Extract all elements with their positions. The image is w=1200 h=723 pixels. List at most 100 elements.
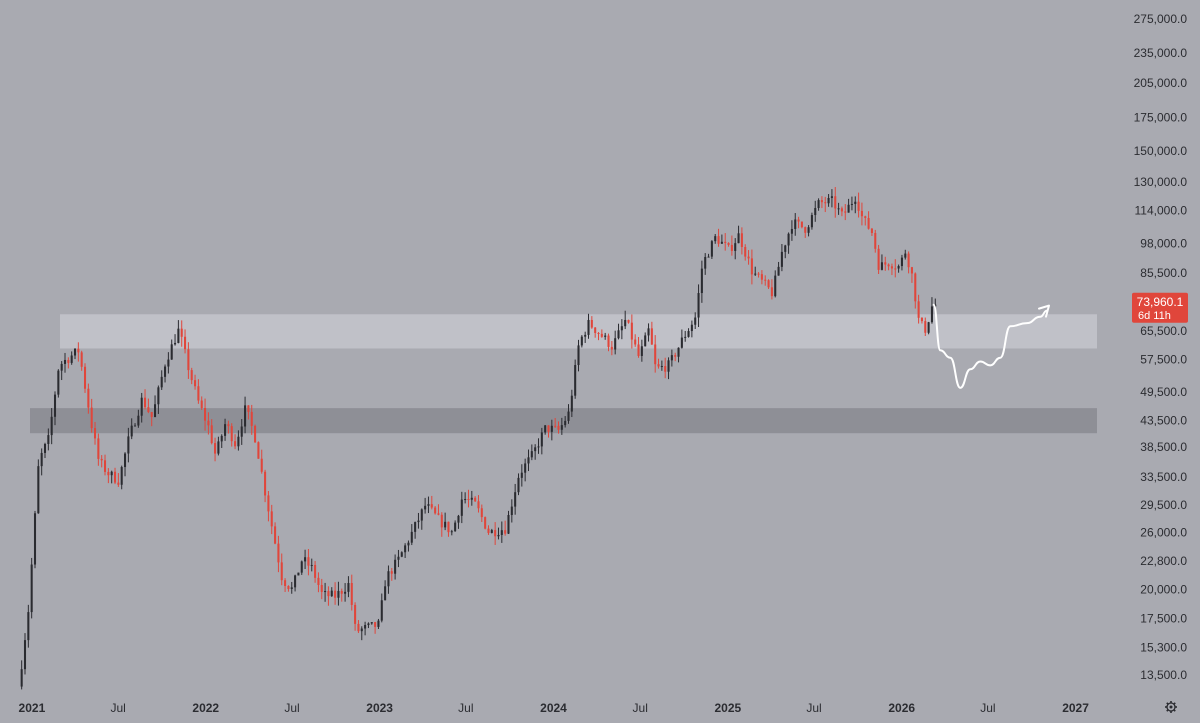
candle-down	[870, 228, 873, 233]
candle-down	[190, 370, 193, 381]
candle-up	[584, 334, 587, 337]
candle-up	[50, 416, 53, 436]
candle-up	[807, 227, 810, 233]
candle-down	[274, 526, 277, 544]
candle-down	[80, 352, 83, 367]
candle-down	[764, 279, 767, 281]
candle-up	[127, 436, 130, 454]
candle-down	[554, 425, 557, 427]
candle-up	[714, 236, 717, 242]
candle-up	[520, 472, 523, 478]
candle-down	[844, 211, 847, 213]
candle-down	[277, 543, 280, 563]
candle-down	[270, 511, 273, 527]
candle-up	[694, 317, 697, 325]
candle-up	[167, 359, 170, 367]
candle-down	[147, 407, 150, 412]
candle-down	[250, 411, 253, 426]
gear-icon[interactable]	[1165, 701, 1177, 713]
countdown-label: 6d 11h	[1138, 310, 1171, 322]
candle-up	[30, 564, 33, 613]
candle-down	[860, 210, 863, 217]
candle-down	[434, 507, 437, 514]
candle-down	[327, 591, 330, 597]
price-tick-label: 130,000.0	[1134, 175, 1188, 189]
candle-up	[667, 360, 670, 372]
candle-up	[297, 572, 300, 576]
candle-up	[794, 219, 797, 229]
candle-up	[444, 521, 447, 528]
candle-down	[797, 219, 800, 222]
candle-up	[574, 365, 577, 396]
candle-down	[447, 521, 450, 533]
candle-down	[910, 267, 913, 274]
candle-down	[637, 344, 640, 356]
candle-up	[377, 620, 380, 627]
candle-up	[514, 492, 517, 507]
candle-up	[497, 534, 500, 537]
candle-up	[790, 228, 793, 234]
candle-up	[154, 404, 157, 418]
candle-up	[337, 590, 340, 598]
candle-up	[457, 515, 460, 523]
candle-up	[384, 586, 387, 601]
candle-down	[254, 425, 257, 443]
candle-up	[177, 328, 180, 343]
candle-up	[684, 336, 687, 338]
last-price-label: 73,960.1	[1137, 295, 1184, 309]
candle-up	[450, 531, 453, 533]
candle-up	[534, 447, 537, 452]
candle-up	[407, 542, 410, 546]
candle-up	[787, 233, 790, 246]
time-axis[interactable]: 2021 Jul 2022 Jul 2023 Jul 2024 Jul 2025 Jul 2026 J…	[19, 701, 1090, 715]
candle-up	[927, 322, 930, 333]
candle-down	[557, 425, 560, 430]
candle-up	[47, 435, 50, 444]
candle-down	[650, 328, 653, 345]
candle-down	[230, 426, 233, 442]
candle-down	[750, 258, 753, 275]
candle-down	[264, 471, 267, 496]
price-tick-label: 57,500.0	[1140, 353, 1187, 367]
candle-up	[344, 591, 347, 594]
candle-down	[627, 319, 630, 323]
candle-down	[504, 530, 507, 534]
candle-down	[674, 355, 677, 357]
candle-up	[660, 366, 663, 368]
candle-down	[100, 458, 103, 461]
time-tick-label: Jul	[110, 701, 125, 715]
price-tick-label: 17,500.0	[1140, 611, 1187, 625]
candle-up	[140, 397, 143, 416]
candle-down	[467, 499, 470, 501]
last-price-badge: 73,960.1 6d 11h	[1132, 292, 1188, 323]
candle-down	[840, 208, 843, 212]
candle-up	[170, 344, 173, 360]
candle-up	[810, 215, 813, 228]
candle-down	[740, 233, 743, 248]
candle-up	[837, 208, 840, 210]
candle-up	[53, 394, 57, 417]
candle-down	[634, 339, 637, 345]
candle-down	[597, 332, 600, 334]
candle-up	[310, 564, 313, 566]
candle-down	[804, 227, 807, 233]
candle-up	[570, 395, 573, 412]
candle-down	[234, 441, 237, 447]
candle-down	[730, 244, 733, 251]
candle-down	[887, 264, 890, 267]
time-tick-label: Jul	[806, 701, 821, 715]
candle-down	[770, 287, 773, 297]
candle-up	[537, 446, 540, 448]
candle-down	[664, 366, 667, 372]
price-axis[interactable]: 275,000.0 235,000.0 205,000.0 175,000.0 150,…	[1134, 12, 1188, 682]
candle-up	[617, 330, 620, 339]
candle-up	[550, 425, 553, 432]
candle-up	[507, 515, 510, 534]
candle-up	[700, 268, 703, 294]
candle-up	[817, 200, 820, 209]
candle-up	[720, 241, 723, 244]
candle-up	[490, 530, 493, 533]
candle-up	[27, 612, 30, 641]
candle-down	[820, 200, 823, 203]
